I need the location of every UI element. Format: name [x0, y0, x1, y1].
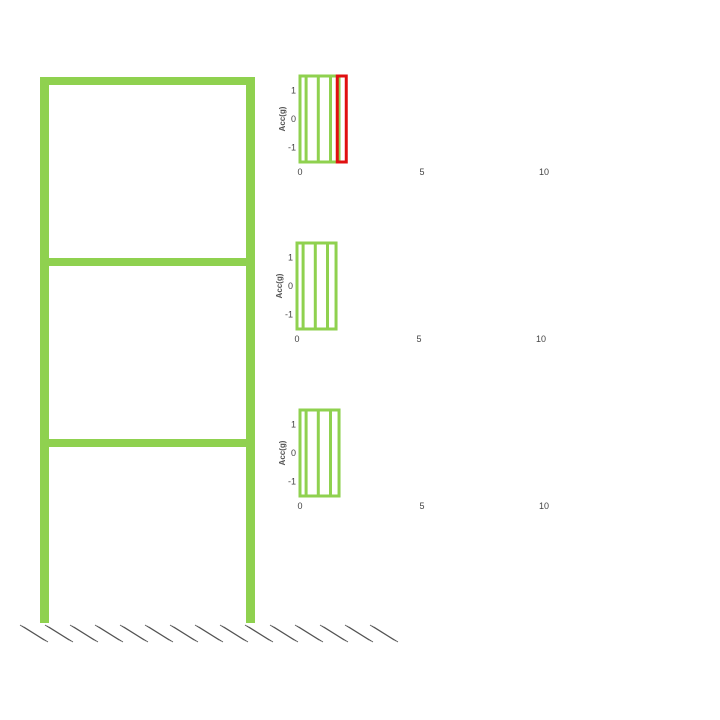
y-tick-label: -1 — [285, 310, 293, 320]
building-frame — [40, 77, 255, 623]
left-column — [40, 77, 49, 623]
ground-hatch-line — [173, 626, 199, 643]
x-tick-label: 5 — [416, 334, 421, 344]
ground-hatch-line — [123, 626, 149, 643]
x-tick-label: 10 — [539, 167, 549, 177]
ground-hatch-line — [298, 626, 324, 643]
ground-hatch-line — [323, 626, 349, 643]
ground-hatch-line — [48, 626, 74, 643]
y-tick-label: -1 — [288, 477, 296, 487]
ground-hatch-line — [73, 626, 99, 643]
x-tick-label: 5 — [419, 501, 424, 511]
x-tick-label: 0 — [294, 334, 299, 344]
ground-hatch-line — [198, 626, 224, 643]
y-tick-label: 0 — [288, 281, 293, 291]
y-tick-label: 1 — [291, 419, 296, 429]
ground-hatch-line — [98, 626, 124, 643]
y-tick-label: 1 — [288, 252, 293, 262]
y-tick-label: 1 — [291, 85, 296, 95]
right-column — [246, 77, 255, 623]
x-tick-label: 10 — [539, 501, 549, 511]
ground-hatch-line — [248, 626, 274, 643]
floor-beam-2 — [40, 439, 255, 447]
ground-hatch-line — [148, 626, 174, 643]
y-tick-label: -1 — [288, 143, 296, 153]
floor-beam-3 — [40, 258, 255, 266]
y-axis-label: Acc(g) — [275, 273, 284, 298]
ground-hatch-line — [373, 626, 399, 643]
x-tick-label: 0 — [297, 501, 302, 511]
ground-hatch-line — [348, 626, 374, 643]
ground-hatch — [19, 624, 399, 643]
ground-hatch-line — [273, 626, 299, 643]
ground-hatch-line — [223, 626, 249, 643]
roof-beam — [40, 77, 255, 85]
ground-hatch-line — [23, 626, 49, 643]
current-time-bar — [335, 74, 348, 164]
x-tick-label: 10 — [536, 334, 546, 344]
y-tick-label: 0 — [291, 448, 296, 458]
y-tick-label: 0 — [291, 114, 296, 124]
y-axis-label: Acc(g) — [278, 440, 287, 465]
x-tick-label: 0 — [297, 167, 302, 177]
x-tick-label: 5 — [419, 167, 424, 177]
y-axis-label: Acc(g) — [278, 106, 287, 131]
